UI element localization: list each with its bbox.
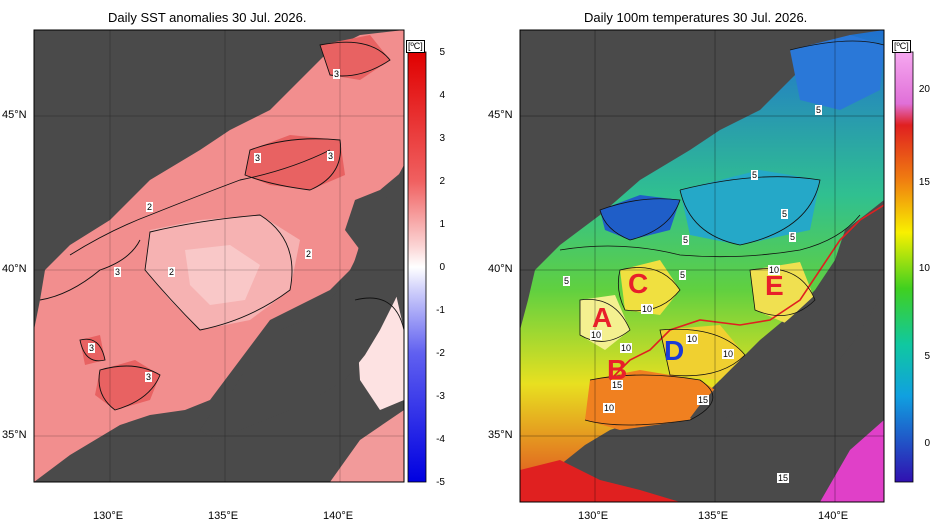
right-lon-tick: 140°E: [818, 510, 849, 522]
region-letter-e: E: [765, 270, 784, 301]
right-contour-label: 10: [590, 330, 603, 340]
left-hot-patch-1: [245, 135, 345, 190]
right-map-frame: [519, 29, 885, 503]
right-contour-label: 10: [768, 265, 781, 275]
right-cb-tick: 20: [918, 84, 930, 95]
left-contour-label: 2: [305, 249, 313, 259]
right-contour-label: 5: [682, 235, 690, 245]
left-japan-land: [200, 165, 404, 440]
left-map-frame: [33, 29, 405, 483]
left-cb-tick: 0: [439, 262, 445, 273]
right-contour-label: 5: [815, 105, 823, 115]
right-contour-label: 10: [620, 343, 633, 353]
left-cb-tick: -2: [436, 348, 445, 359]
left-cb-tick: 2: [439, 176, 445, 187]
left-contours: [39, 41, 404, 411]
left-cb-tick: 1: [439, 219, 445, 230]
left-hot-patch-4: [320, 35, 390, 80]
right-contour-label: 10: [722, 349, 735, 359]
left-contour-label: 2: [146, 202, 154, 212]
right-warm-eddy-C: [620, 260, 680, 315]
left-grid: [34, 30, 404, 482]
right-front-line: [609, 204, 884, 381]
right-contour-label: 5: [563, 276, 571, 286]
left-contour-label: 3: [145, 372, 153, 382]
left-cb-tick: -4: [436, 434, 445, 445]
right-contour-label: 15: [611, 380, 624, 390]
right-cold-patch-1: [600, 195, 680, 240]
left-map-title: Daily SST anomalies 30 Jul. 2026.: [108, 10, 307, 25]
left-contour-label: 3: [333, 69, 341, 79]
left-contour-label: 3: [327, 151, 335, 161]
left-cb-tick: 5: [439, 47, 445, 58]
left-cb-tick: 4: [439, 90, 445, 101]
right-contour-label: 10: [641, 304, 654, 314]
region-letter-c: C: [628, 268, 649, 299]
left-cb-tick: -3: [436, 391, 445, 402]
left-light-patch-2: [185, 245, 260, 305]
left-map: [34, 30, 404, 482]
left-lat-tick: 35°N: [2, 429, 27, 441]
right-lat-tick: 40°N: [488, 263, 513, 275]
right-contour-label: 5: [781, 209, 789, 219]
left-colorbar-unit: [ºC]: [406, 40, 425, 53]
left-pacific: [330, 410, 404, 482]
region-letter-b: B: [607, 354, 628, 385]
right-pacific-warm: [820, 420, 884, 502]
left-lat-tick: 45°N: [2, 109, 27, 121]
right-japan-land: [690, 200, 884, 425]
right-map: [520, 30, 884, 502]
right-lon-tick: 135°E: [698, 510, 729, 522]
right-grid: [520, 30, 884, 502]
left-cb-tick: 3: [439, 133, 445, 144]
right-contour-label: 5: [789, 232, 797, 242]
right-south-hot: [520, 460, 680, 502]
left-lon-tick: 135°E: [208, 510, 239, 522]
right-contour-label: 5: [679, 270, 687, 280]
left-lon-tick: 130°E: [93, 510, 124, 522]
right-contour-label: 15: [777, 473, 790, 483]
right-colorbar-unit: [ºC]: [892, 40, 911, 53]
left-hot-patch-2: [95, 360, 160, 410]
right-cb-tick: 0: [924, 438, 930, 449]
right-lat-tick: 35°N: [488, 429, 513, 441]
right-contour-label: 10: [686, 334, 699, 344]
right-lon-tick: 130°E: [578, 510, 609, 522]
right-cb-tick: 10: [918, 263, 930, 274]
left-contour-label: 2: [168, 267, 176, 277]
right-map-title: Daily 100m temperatures 30 Jul. 2026.: [584, 10, 808, 25]
region-letter-a: A: [592, 302, 613, 333]
right-cb-tick: 5: [924, 351, 930, 362]
left-contour-label: 3: [114, 267, 122, 277]
left-lon-tick: 140°E: [323, 510, 354, 522]
right-contour-label: 15: [697, 395, 710, 405]
right-contour-label: 10: [603, 403, 616, 413]
left-lat-tick: 40°N: [2, 263, 27, 275]
left-contour-label: 3: [254, 153, 262, 163]
right-cold-patch-2: [790, 35, 884, 110]
right-contour-label: 5: [751, 170, 759, 180]
left-cb-tick: -5: [436, 477, 445, 488]
right-cb-tick: 15: [918, 177, 930, 188]
left-cb-tick: -1: [436, 305, 445, 316]
left-contour-label: 3: [88, 343, 96, 353]
right-lat-tick: 45°N: [488, 109, 513, 121]
region-letter-d: D: [664, 335, 685, 366]
